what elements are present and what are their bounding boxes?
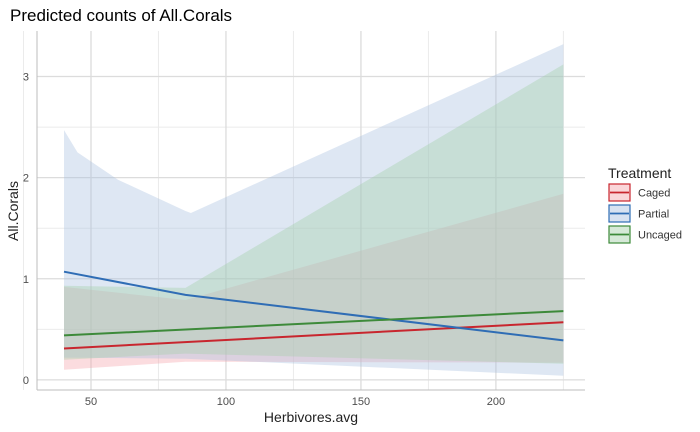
line-uncaged	[63, 310, 564, 337]
chart-title: Predicted counts of All.Corals	[10, 6, 232, 25]
x-axis-title: Herbivores.avg	[264, 409, 358, 425]
legend-item-caged: Caged	[608, 183, 670, 202]
legend-item-uncaged: Uncaged	[608, 225, 682, 244]
legend: Treatment Caged Partial Uncaged	[608, 165, 682, 244]
band-uncaged	[64, 64, 564, 364]
series-lines	[63, 270, 564, 350]
x-tick-label: 150	[352, 396, 370, 408]
y-tick-label: 1	[23, 274, 29, 286]
y-tick-label: 0	[23, 375, 29, 387]
confidence-bands	[64, 44, 564, 376]
y-axis-title: All.Corals	[5, 181, 21, 241]
legend-title: Treatment	[608, 165, 671, 181]
band-partial	[64, 44, 564, 376]
line-caged	[63, 321, 564, 350]
x-tick-label: 50	[85, 396, 97, 408]
y-tick-label: 2	[23, 173, 29, 185]
legend-item-partial: Partial	[608, 204, 669, 223]
line-partial	[63, 270, 564, 342]
x-tick-label: 100	[217, 396, 235, 408]
y-tick-label: 3	[23, 72, 29, 84]
legend-label: Caged	[638, 188, 670, 200]
legend-label: Uncaged	[638, 230, 682, 242]
axes: 50 100 150 200 0 1 2 3	[23, 31, 585, 408]
grid	[23, 31, 585, 390]
x-tick-label: 200	[487, 396, 505, 408]
legend-label: Partial	[638, 209, 669, 221]
